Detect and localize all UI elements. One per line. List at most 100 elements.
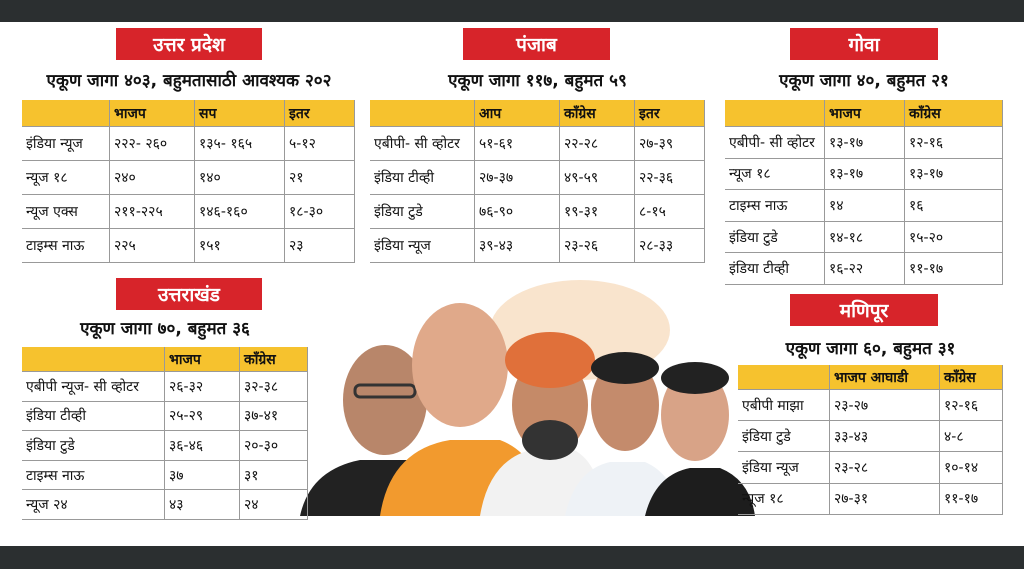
data-cell: २२५ bbox=[110, 229, 195, 263]
section-subtitle: एकूण जागा ६०, बहुमत ३१ bbox=[785, 339, 956, 359]
section-title: उत्तर प्रदेश bbox=[116, 28, 262, 60]
header-cell bbox=[725, 100, 825, 127]
header-cell: काँग्रेस bbox=[240, 347, 308, 372]
section-subtitle: एकूण जागा ७०, बहुमत ३६ bbox=[80, 319, 250, 339]
header-cell: भाजप bbox=[110, 100, 195, 127]
data-cell: ३३-४३ bbox=[830, 421, 940, 453]
data-cell: ११-१७ bbox=[905, 253, 1003, 285]
data-cell: २५-२९ bbox=[165, 401, 240, 432]
data-cell: १३-१७ bbox=[825, 158, 905, 191]
header-cell: इतर bbox=[635, 100, 705, 127]
data-cell: १६-२२ bbox=[825, 253, 905, 285]
data-cell: २२२- २६० bbox=[110, 127, 195, 161]
data-cell: २०-३० bbox=[240, 431, 308, 461]
data-cell: ३२-३८ bbox=[240, 372, 308, 402]
data-cell: १४६-१६० bbox=[195, 195, 285, 229]
section-subtitle: एकूण जागा ११७, बहुमत ५९ bbox=[448, 71, 627, 91]
header-cell: काँग्रेस bbox=[905, 100, 1003, 127]
header-cell bbox=[370, 100, 475, 127]
header-cell: भाजप bbox=[165, 347, 240, 372]
data-cell: ३६-४६ bbox=[165, 431, 240, 461]
row-label: एबीपी- सी व्होटर bbox=[725, 127, 825, 159]
data-cell: १२-१६ bbox=[905, 127, 1003, 159]
row-label: इंडिया न्यूज bbox=[370, 229, 475, 263]
row-label: इंडिया टुडे bbox=[725, 221, 825, 254]
row-label: न्यूज १८ bbox=[738, 483, 830, 515]
row-label: इंडिया टुडे bbox=[22, 431, 165, 461]
data-cell: ५१-६१ bbox=[475, 127, 560, 161]
row-label: न्यूज १८ bbox=[22, 161, 110, 195]
data-cell: १४० bbox=[195, 161, 285, 195]
data-cell: १३५- १६५ bbox=[195, 127, 285, 161]
data-cell: ३७ bbox=[165, 460, 240, 491]
data-cell: ११-१७ bbox=[940, 483, 1003, 515]
data-cell: २२-२८ bbox=[560, 127, 635, 161]
data-cell: २३-२८ bbox=[830, 452, 940, 484]
row-label: टाइम्स नाऊ bbox=[725, 190, 825, 222]
row-label: एबीपी- सी व्होटर bbox=[370, 127, 475, 161]
row-label: इंडिया टीव्ही bbox=[725, 253, 825, 285]
header-cell: सप bbox=[195, 100, 285, 127]
data-cell: २१ bbox=[285, 161, 355, 195]
data-cell: २७-३१ bbox=[830, 483, 940, 515]
data-cell: २३-२६ bbox=[560, 229, 635, 263]
leaders-photo bbox=[300, 280, 755, 516]
row-label: एबीपी न्यूज- सी व्होटर bbox=[22, 372, 165, 402]
header-cell: आप bbox=[475, 100, 560, 127]
data-cell: १६ bbox=[905, 190, 1003, 222]
row-label: टाइम्स नाऊ bbox=[22, 460, 165, 491]
row-label: इंडिया टुडे bbox=[370, 195, 475, 229]
data-cell: २३-२७ bbox=[830, 390, 940, 422]
header-cell bbox=[22, 100, 110, 127]
data-cell: १४-१८ bbox=[825, 221, 905, 254]
data-cell: ५-१२ bbox=[285, 127, 355, 161]
data-cell: २७-३९ bbox=[635, 127, 705, 161]
data-cell: १९-३१ bbox=[560, 195, 635, 229]
data-cell: २७-३७ bbox=[475, 161, 560, 195]
data-cell: ४३ bbox=[165, 490, 240, 520]
row-label: इंडिया न्यूज bbox=[22, 127, 110, 161]
data-cell: ४९-५९ bbox=[560, 161, 635, 195]
data-cell: १३-१७ bbox=[825, 127, 905, 159]
row-label: टाइम्स नाऊ bbox=[22, 229, 110, 263]
person-5 bbox=[645, 362, 755, 516]
data-cell: ३७-४१ bbox=[240, 401, 308, 432]
top-bar bbox=[0, 0, 1024, 22]
data-cell: २४ bbox=[240, 490, 308, 520]
data-cell: ७६-९० bbox=[475, 195, 560, 229]
section-subtitle: एकूण जागा ४०, बहुमत २१ bbox=[779, 71, 949, 91]
data-cell: १५-२० bbox=[905, 221, 1003, 254]
section-title: मणिपूर bbox=[790, 294, 938, 326]
data-cell: २२-३६ bbox=[635, 161, 705, 195]
section-title: पंजाब bbox=[463, 28, 610, 60]
data-cell: २८-३३ bbox=[635, 229, 705, 263]
row-label: इंडिया न्यूज bbox=[738, 452, 830, 484]
bottom-bar bbox=[0, 546, 1024, 569]
data-cell: ८-१५ bbox=[635, 195, 705, 229]
header-cell bbox=[22, 347, 165, 372]
header-cell: काँग्रेस bbox=[940, 365, 1003, 390]
row-label: न्यूज १८ bbox=[725, 158, 825, 191]
data-cell: १०-१४ bbox=[940, 452, 1003, 484]
header-cell: भाजप bbox=[825, 100, 905, 127]
data-cell: १४ bbox=[825, 190, 905, 222]
data-cell: २६-३२ bbox=[165, 372, 240, 402]
header-cell: भाजप आघाडी bbox=[830, 365, 940, 390]
row-label: इंडिया टीव्ही bbox=[22, 401, 165, 432]
data-cell: १२-१६ bbox=[940, 390, 1003, 422]
row-label: एबीपी माझा bbox=[738, 390, 830, 422]
row-label: न्यूज एक्स bbox=[22, 195, 110, 229]
section-subtitle: एकूण जागा ४०३, बहुमतासाठी आवश्यक २०२ bbox=[46, 71, 332, 91]
section-title: गोवा bbox=[790, 28, 938, 60]
data-cell: १५१ bbox=[195, 229, 285, 263]
row-label: न्यूज २४ bbox=[22, 490, 165, 520]
data-cell: १३-१७ bbox=[905, 158, 1003, 191]
section-title: उत्तराखंड bbox=[116, 278, 262, 310]
data-cell: ३९-४३ bbox=[475, 229, 560, 263]
row-label: इंडिया टुडे bbox=[738, 421, 830, 453]
row-label: इंडिया टीव्ही bbox=[370, 161, 475, 195]
data-cell: २४० bbox=[110, 161, 195, 195]
header-cell: इतर bbox=[285, 100, 355, 127]
data-cell: २११-२२५ bbox=[110, 195, 195, 229]
